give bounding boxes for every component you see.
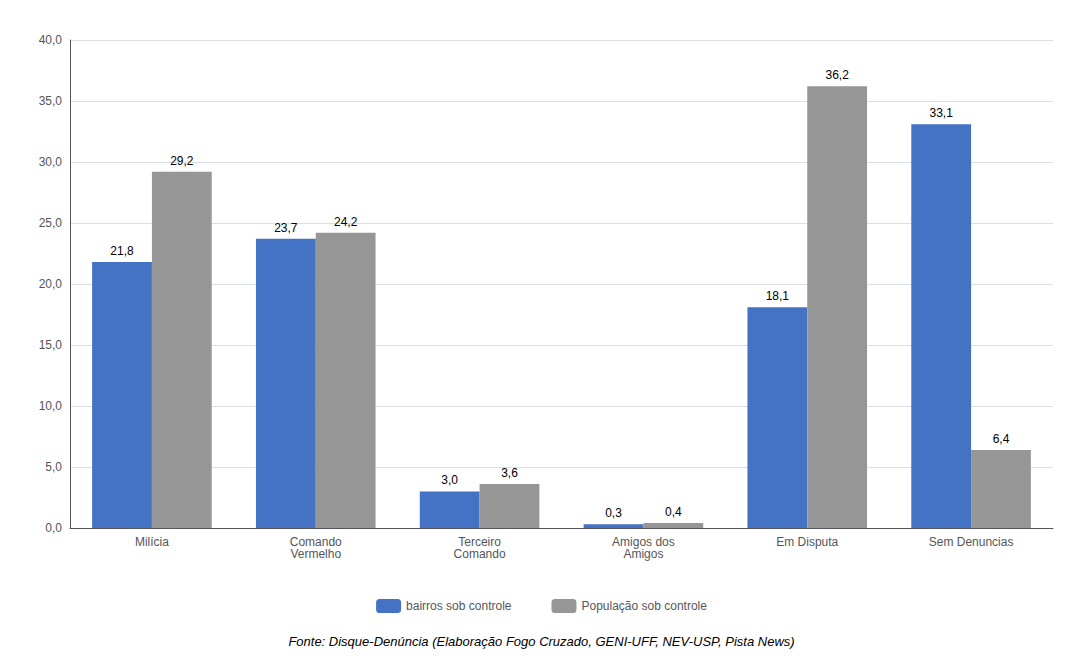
svg-text:Milícia: Milícia	[135, 535, 169, 549]
svg-text:23,7: 23,7	[274, 221, 298, 235]
svg-text:5,0: 5,0	[45, 460, 62, 474]
svg-text:20,0: 20,0	[39, 277, 63, 291]
svg-text:Em Disputa: Em Disputa	[776, 535, 838, 549]
svg-text:3,6: 3,6	[501, 466, 518, 480]
svg-text:21,8: 21,8	[110, 244, 134, 258]
svg-text:35,0: 35,0	[39, 94, 63, 108]
svg-text:10,0: 10,0	[39, 399, 63, 413]
svg-text:40,0: 40,0	[39, 33, 63, 47]
svg-text:0,3: 0,3	[605, 506, 622, 520]
svg-text:Comando: Comando	[289, 535, 342, 549]
svg-text:15,0: 15,0	[39, 338, 63, 352]
svg-text:24,2: 24,2	[334, 215, 358, 229]
svg-text:Fonte: Disque-Denúncia (Elabor: Fonte: Disque-Denúncia (Elaboração Fogo …	[288, 634, 794, 649]
svg-text:Amigos dos: Amigos dos	[612, 535, 675, 549]
svg-text:População sob controle: População sob controle	[581, 599, 707, 613]
svg-text:33,1: 33,1	[930, 106, 954, 120]
svg-text:6,4: 6,4	[993, 432, 1010, 446]
svg-text:29,2: 29,2	[170, 154, 194, 168]
svg-text:Vermelho: Vermelho	[290, 547, 341, 561]
svg-text:Terceiro: Terceiro	[458, 535, 501, 549]
svg-text:30,0: 30,0	[39, 155, 63, 169]
svg-text:25,0: 25,0	[39, 216, 63, 230]
svg-text:0,4: 0,4	[665, 505, 682, 519]
svg-text:3,0: 3,0	[441, 473, 458, 487]
svg-text:bairros sob controle: bairros sob controle	[406, 599, 512, 613]
svg-text:18,1: 18,1	[766, 289, 790, 303]
svg-text:Amigos: Amigos	[623, 547, 663, 561]
svg-text:Comando: Comando	[454, 547, 506, 561]
svg-text:Sem Denuncias: Sem Denuncias	[929, 535, 1014, 549]
svg-text:0,0: 0,0	[45, 521, 62, 535]
svg-text:36,2: 36,2	[825, 68, 849, 82]
